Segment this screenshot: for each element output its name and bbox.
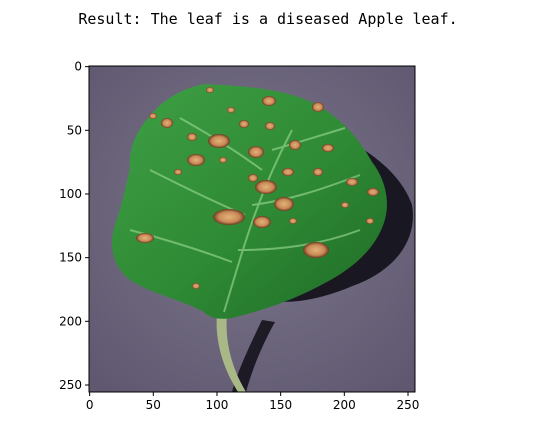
x-tick-label: 250 xyxy=(397,398,420,412)
y-tick-label: 200 xyxy=(59,314,82,328)
stem-shadow xyxy=(232,320,275,392)
x-tick-label: 0 xyxy=(86,398,94,412)
x-tick-label: 150 xyxy=(269,398,292,412)
y-tick-label: 100 xyxy=(59,187,82,201)
axes-frame xyxy=(88,65,416,393)
x-tick-label: 200 xyxy=(333,398,356,412)
y-tick-label: 150 xyxy=(59,251,82,265)
x-tick-label: 100 xyxy=(206,398,229,412)
result-text: Result: The leaf is a diseased Apple lea… xyxy=(78,10,458,28)
x-axis: 0 50 100 150 200 250 xyxy=(86,392,420,412)
leaf-stem xyxy=(216,305,246,392)
x-tick-label: 50 xyxy=(146,398,161,412)
y-tick-label: 250 xyxy=(59,378,82,392)
leaf-blade xyxy=(112,84,387,319)
leaf-photo xyxy=(89,66,415,392)
y-tick-label: 0 xyxy=(74,60,82,74)
leaf-lesions xyxy=(136,87,379,289)
y-axis: 0 50 100 150 200 250 xyxy=(59,60,89,392)
y-tick-label: 50 xyxy=(67,123,82,137)
